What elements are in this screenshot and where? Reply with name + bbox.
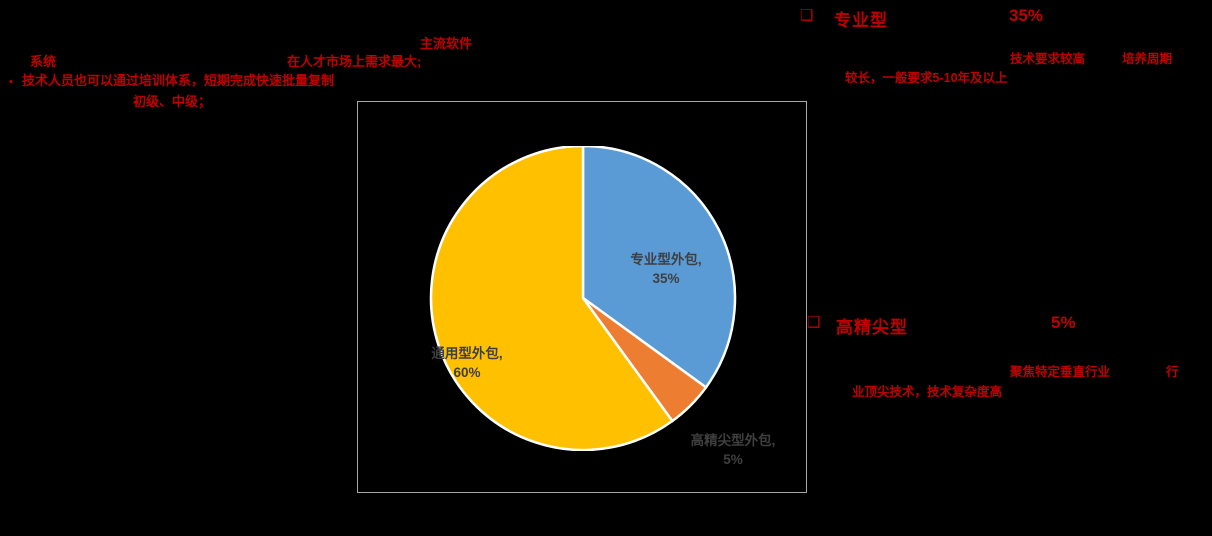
professional-percent: 35%: [1009, 6, 1044, 25]
highend-desc-line1b: 行: [1166, 365, 1179, 379]
pie-chart-frame: [357, 101, 807, 493]
professional-desc-line2: 较长，一般要求5-10年及以上: [845, 71, 1008, 85]
highend-title: 高精尖型: [836, 318, 908, 337]
pie-slice-2[interactable]: [429, 146, 675, 451]
pie-label-general-name: 通用型外包,: [431, 346, 503, 361]
pie-label-professional-name: 专业型外包,: [630, 252, 702, 267]
left-fragment-xitong: 系统: [30, 54, 57, 69]
pie-label-professional: 专业型外包, 35%: [606, 250, 726, 288]
professional-desc-line1a: 技术要求较高: [1010, 52, 1086, 66]
square-bullet-icon: ❑: [807, 314, 821, 331]
square-bullet-icon: ❑: [800, 7, 814, 24]
left-fragment-demand: 在人才市场上需求最大;: [287, 54, 422, 69]
right-block-highend: ❑ 高精尖型 5% 聚焦特定垂直行业 行 业顶尖技术，技术复杂度高: [800, 306, 1212, 402]
left-fragment-levels: 初级、中级；: [133, 94, 212, 109]
pie-label-highend-value: 5%: [723, 452, 743, 467]
pie-slices: [429, 146, 737, 451]
highend-desc-line2: 业顶尖技术，技术复杂度高: [852, 385, 1003, 399]
highend-percent: 5%: [1051, 313, 1076, 332]
professional-desc-line1b: 培养周期: [1122, 52, 1173, 66]
left-fragment-zhuliu: 主流软件: [420, 36, 473, 51]
bullet-icon: ▪: [9, 76, 13, 88]
pie-label-general: 通用型外包, 60%: [407, 344, 527, 382]
right-block-professional: ❑ 专业型 35% 技术要求较高 培养周期 较长，一般要求5-10年及以上: [800, 4, 1212, 88]
pie-label-general-value: 60%: [453, 365, 481, 380]
professional-title: 专业型: [834, 11, 888, 30]
highend-desc-line1a: 聚焦特定垂直行业: [1010, 365, 1111, 379]
pie-label-highend: 高精尖型外包, 5%: [668, 431, 798, 469]
pie-chart-plot-area: [358, 102, 806, 492]
left-fragment-main: 技术人员也可以通过培训体系，短期完成快速批量复制: [22, 73, 335, 88]
pie-slice-0[interactable]: [581, 146, 737, 390]
pie-label-professional-value: 35%: [652, 271, 680, 286]
pie-chart-svg: [429, 146, 737, 451]
pie-label-highend-name: 高精尖型外包,: [690, 433, 776, 448]
